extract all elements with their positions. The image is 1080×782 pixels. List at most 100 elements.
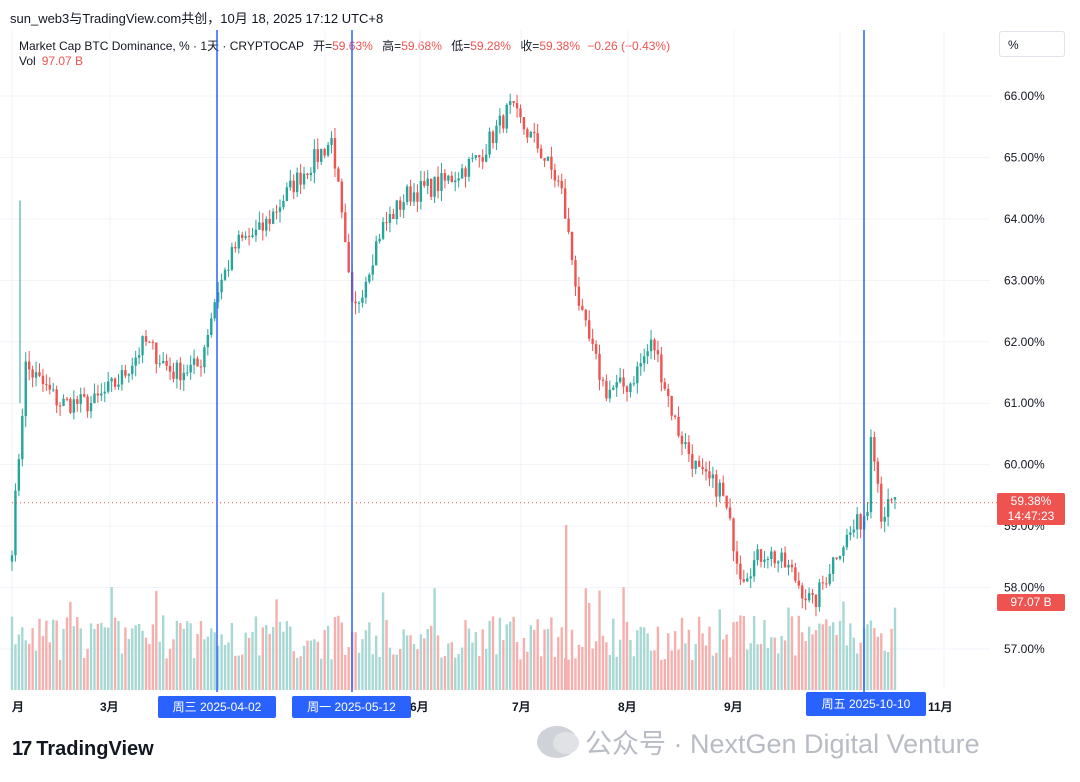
volume-bar — [385, 619, 388, 690]
candle-body — [172, 371, 175, 379]
volume-bar — [364, 630, 368, 690]
volume-bar — [821, 624, 825, 690]
candle-body — [100, 393, 103, 396]
candle-body — [618, 377, 622, 383]
volume-bar — [165, 658, 168, 690]
volume-bar — [811, 634, 814, 690]
candle-body — [371, 265, 374, 275]
volume-bar — [148, 644, 151, 690]
volume-bar — [570, 629, 574, 690]
candle-body — [512, 101, 515, 103]
candle-body — [581, 305, 584, 310]
volume-bar — [289, 626, 292, 690]
volume-bar — [739, 615, 742, 690]
candle-body — [460, 168, 464, 179]
volume-bar — [76, 617, 79, 690]
candle-body — [632, 383, 636, 385]
candle-body — [265, 218, 268, 231]
candle-body — [41, 375, 45, 385]
candle-body — [739, 563, 742, 580]
tradingview-logo[interactable]: 17 TradingView — [12, 738, 154, 761]
volume-bar — [62, 628, 65, 690]
volume-bar — [323, 630, 326, 690]
candle-body — [237, 234, 240, 249]
candle-body — [876, 461, 880, 484]
vol-label[interactable]: Vol — [19, 54, 36, 68]
candle-body — [560, 180, 563, 189]
volume-bar — [131, 628, 134, 690]
candle-body — [567, 218, 570, 232]
volume-bar — [512, 616, 515, 690]
candle-body — [697, 460, 701, 467]
candle-body — [594, 344, 598, 354]
candle-body — [780, 552, 783, 562]
volume-bar — [807, 626, 811, 690]
volume-bar — [615, 656, 618, 690]
volume-bar — [873, 628, 876, 690]
y-tick-label: 60.00% — [1004, 458, 1045, 472]
volume-bar — [515, 641, 519, 690]
volume-bar — [423, 638, 426, 690]
volume-bar — [488, 620, 491, 690]
volume-bar — [48, 642, 51, 690]
candle-body — [859, 514, 862, 530]
candle-body — [134, 357, 137, 366]
volume-bar — [58, 659, 62, 690]
volume-bar — [436, 635, 440, 690]
candle-body — [797, 580, 800, 586]
candle-body — [131, 365, 134, 375]
candle-body — [825, 583, 828, 585]
candle-body — [323, 149, 326, 156]
volume-bar — [330, 659, 333, 690]
candle-body — [347, 242, 350, 273]
volume-bar — [776, 653, 780, 690]
unit-button[interactable]: % — [999, 31, 1065, 57]
volume-bar — [17, 634, 21, 690]
volume-bar — [763, 620, 766, 690]
volume-bar — [526, 651, 529, 690]
volume-bar — [151, 624, 155, 690]
candle-body — [93, 393, 96, 403]
volume-bar — [161, 615, 165, 690]
candle-body — [481, 157, 484, 162]
volume-bar — [546, 628, 550, 690]
candle-body — [811, 593, 814, 595]
volume-bar — [110, 587, 113, 690]
candle-body — [423, 181, 426, 186]
volume-bar — [69, 601, 72, 690]
volume-bar — [405, 635, 409, 690]
volume-bar — [127, 638, 131, 690]
volume-bar — [93, 628, 96, 690]
volume-bar — [65, 617, 69, 690]
volume-bar — [258, 655, 261, 690]
volume-bar — [216, 645, 220, 690]
candle-body — [82, 394, 86, 397]
volume-bar — [429, 625, 433, 690]
volume-bar — [24, 640, 27, 690]
symbol-name[interactable]: Market Cap BTC Dominance, % · 1天 · CRYPT… — [19, 39, 304, 53]
candle-body — [385, 222, 388, 224]
candle-body — [598, 353, 601, 380]
volume-bar — [478, 656, 481, 690]
y-tick-label: 64.00% — [1004, 212, 1045, 226]
candle-body — [65, 398, 69, 400]
candle-body — [804, 598, 807, 601]
candle-body — [62, 398, 65, 406]
candle-body — [333, 138, 337, 169]
volume-bar — [831, 622, 835, 690]
candle-body — [711, 474, 715, 479]
candle-body — [120, 370, 124, 385]
candle-body — [831, 557, 835, 574]
candle-body — [591, 338, 594, 345]
volume-bar — [629, 639, 632, 690]
candle-body — [742, 579, 746, 582]
volume-bar — [749, 643, 752, 690]
candle-body — [127, 374, 131, 376]
x-tick-label: 7月 — [512, 700, 531, 714]
tradingview-name: TradingView — [36, 738, 154, 760]
candle-body — [412, 192, 416, 202]
candle-body — [515, 102, 519, 109]
candle-body — [866, 512, 869, 517]
volume-bar — [337, 615, 340, 690]
